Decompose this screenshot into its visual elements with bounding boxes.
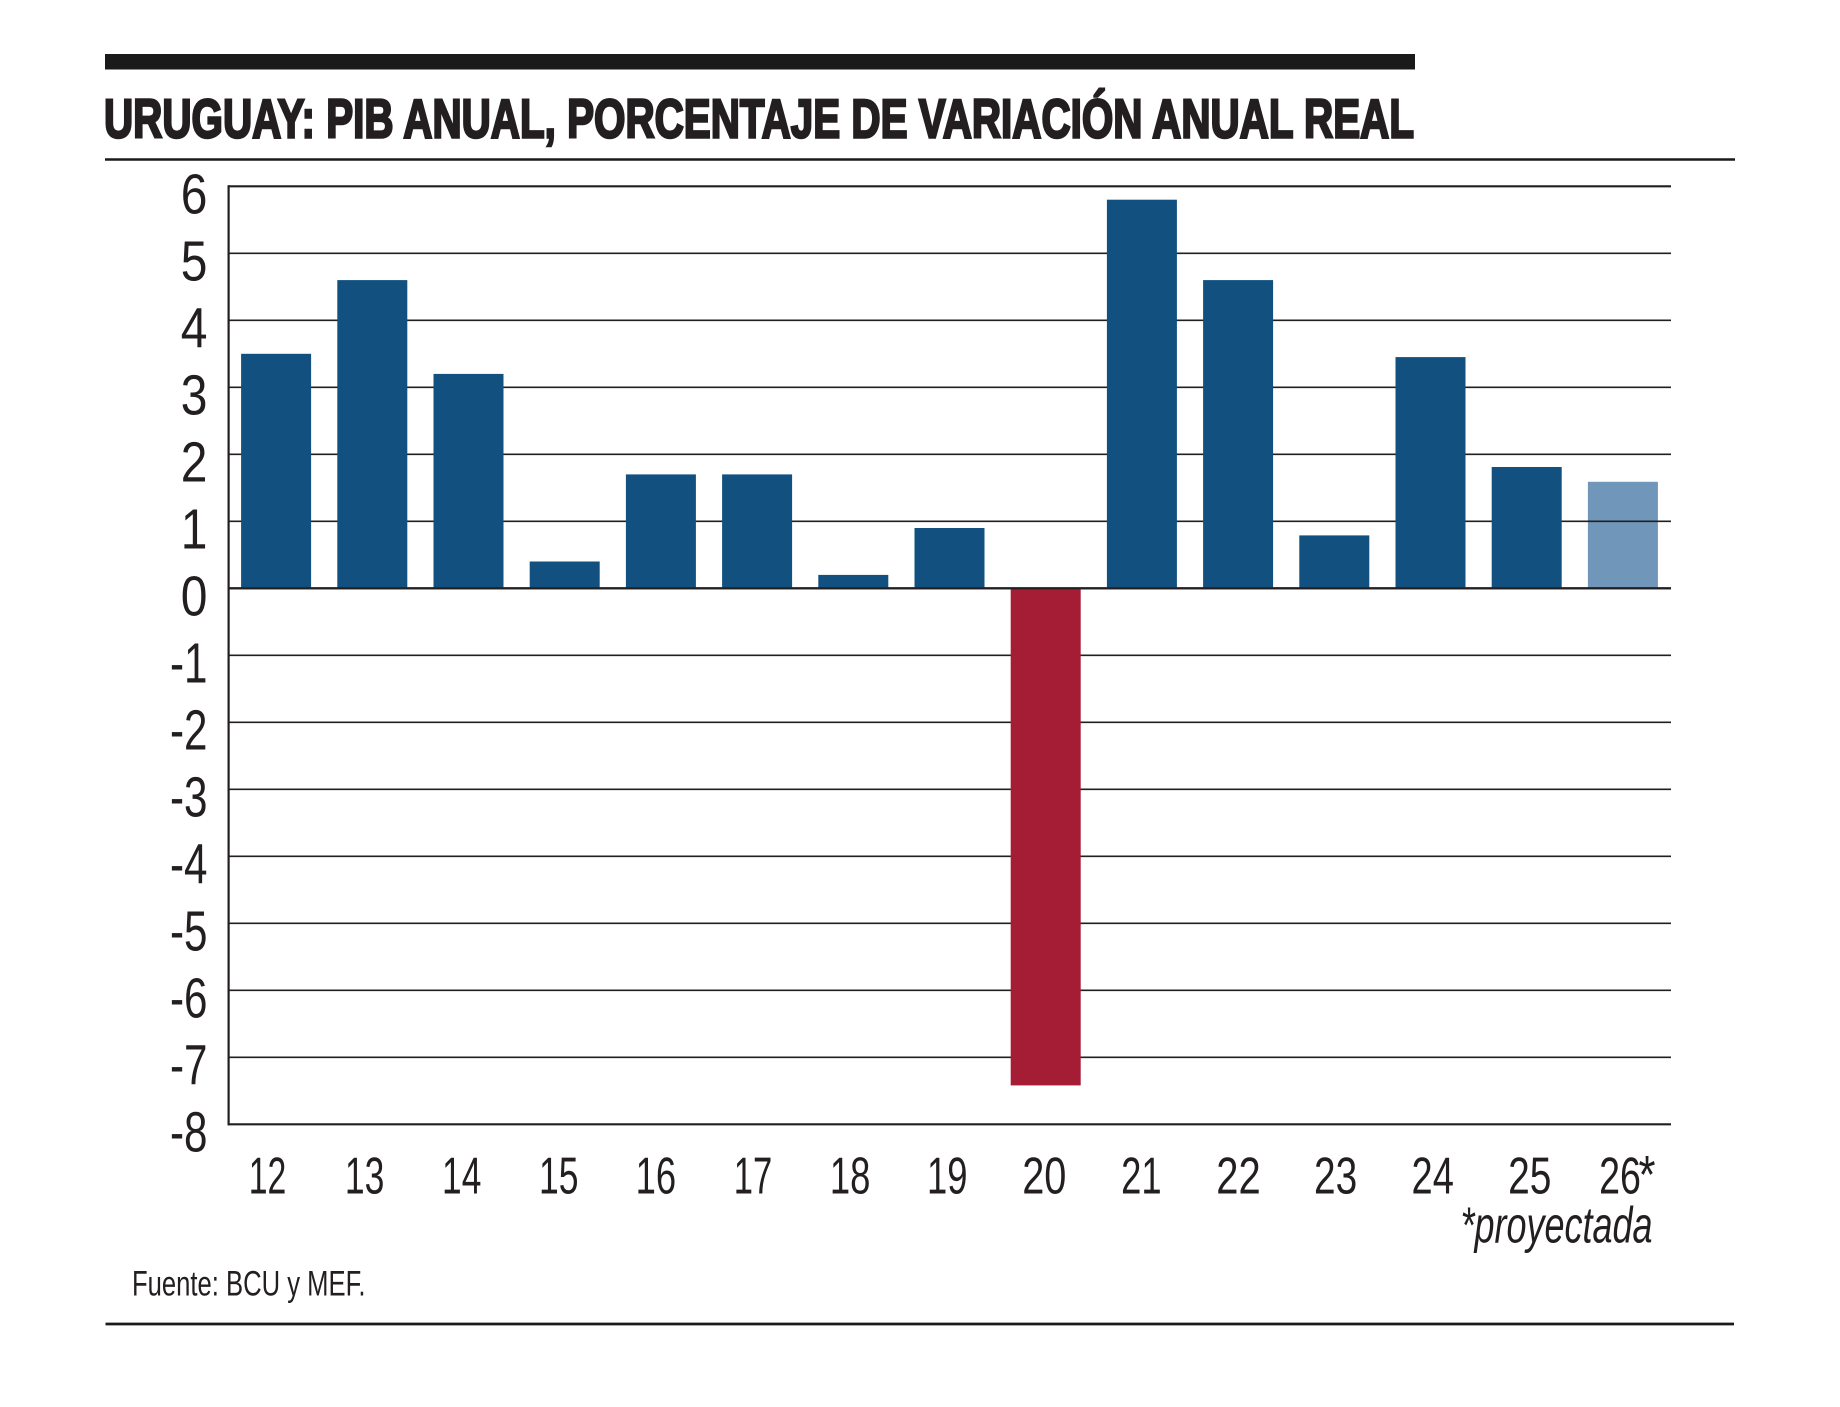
svg-text:-3: -3: [170, 766, 208, 829]
svg-text:23: 23: [1314, 1148, 1357, 1206]
svg-text:18: 18: [830, 1148, 871, 1206]
svg-text:*proyectada: *proyectada: [1461, 1197, 1653, 1254]
svg-text:6: 6: [181, 163, 208, 226]
svg-text:0: 0: [181, 565, 208, 628]
svg-text:4: 4: [181, 297, 208, 360]
svg-text:26: 26: [1599, 1148, 1641, 1206]
svg-text:25: 25: [1508, 1148, 1551, 1206]
svg-text:Fuente: BCU y MEF.: Fuente: BCU y MEF.: [132, 1265, 366, 1304]
svg-text:-5: -5: [170, 900, 208, 963]
svg-text:13: 13: [345, 1148, 385, 1206]
svg-text:16: 16: [636, 1148, 677, 1206]
svg-text:17: 17: [734, 1148, 773, 1206]
svg-text:-8: -8: [170, 1101, 208, 1164]
svg-text:-1: -1: [170, 632, 208, 695]
svg-text:20: 20: [1022, 1148, 1066, 1206]
svg-text:21: 21: [1121, 1148, 1162, 1206]
svg-text:14: 14: [442, 1148, 481, 1206]
svg-text:URUGUAY: PIB ANUAL, PORCENTAJE: URUGUAY: PIB ANUAL, PORCENTAJE DE VARIAC…: [104, 88, 1414, 150]
svg-text:-4: -4: [170, 833, 208, 896]
svg-text:1: 1: [181, 498, 208, 561]
svg-text:2: 2: [181, 431, 208, 494]
svg-text:*: *: [1639, 1145, 1656, 1205]
svg-text:19: 19: [927, 1148, 968, 1206]
svg-text:5: 5: [181, 230, 208, 293]
svg-text:12: 12: [249, 1148, 287, 1206]
svg-text:3: 3: [181, 364, 208, 427]
svg-text:-6: -6: [170, 967, 208, 1030]
svg-text:24: 24: [1412, 1148, 1454, 1206]
svg-text:15: 15: [539, 1148, 579, 1206]
svg-text:22: 22: [1216, 1148, 1260, 1206]
svg-text:-7: -7: [170, 1034, 208, 1097]
svg-text:-2: -2: [170, 699, 208, 762]
